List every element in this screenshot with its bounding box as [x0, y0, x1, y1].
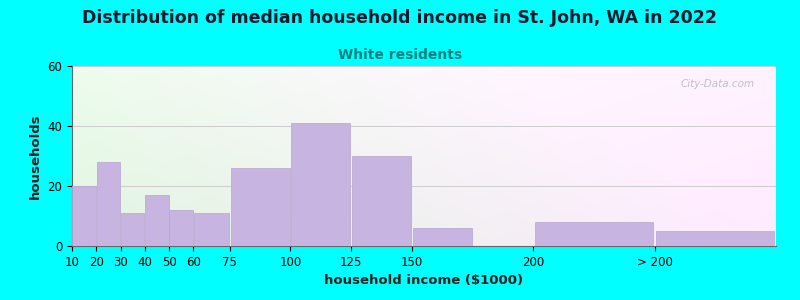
Bar — [535, 222, 653, 246]
X-axis label: household income ($1000): household income ($1000) — [325, 274, 523, 287]
Text: City-Data.com: City-Data.com — [681, 79, 755, 88]
Bar — [170, 210, 193, 246]
Bar — [194, 213, 230, 246]
Y-axis label: households: households — [29, 113, 42, 199]
Text: White residents: White residents — [338, 48, 462, 62]
Bar — [230, 168, 290, 246]
Bar — [413, 228, 472, 246]
Text: Distribution of median household income in St. John, WA in 2022: Distribution of median household income … — [82, 9, 718, 27]
Bar — [121, 213, 145, 246]
Bar — [97, 162, 120, 246]
Bar — [291, 123, 350, 246]
Bar — [657, 231, 774, 246]
Bar — [145, 195, 169, 246]
Bar — [72, 186, 96, 246]
Bar — [352, 156, 411, 246]
